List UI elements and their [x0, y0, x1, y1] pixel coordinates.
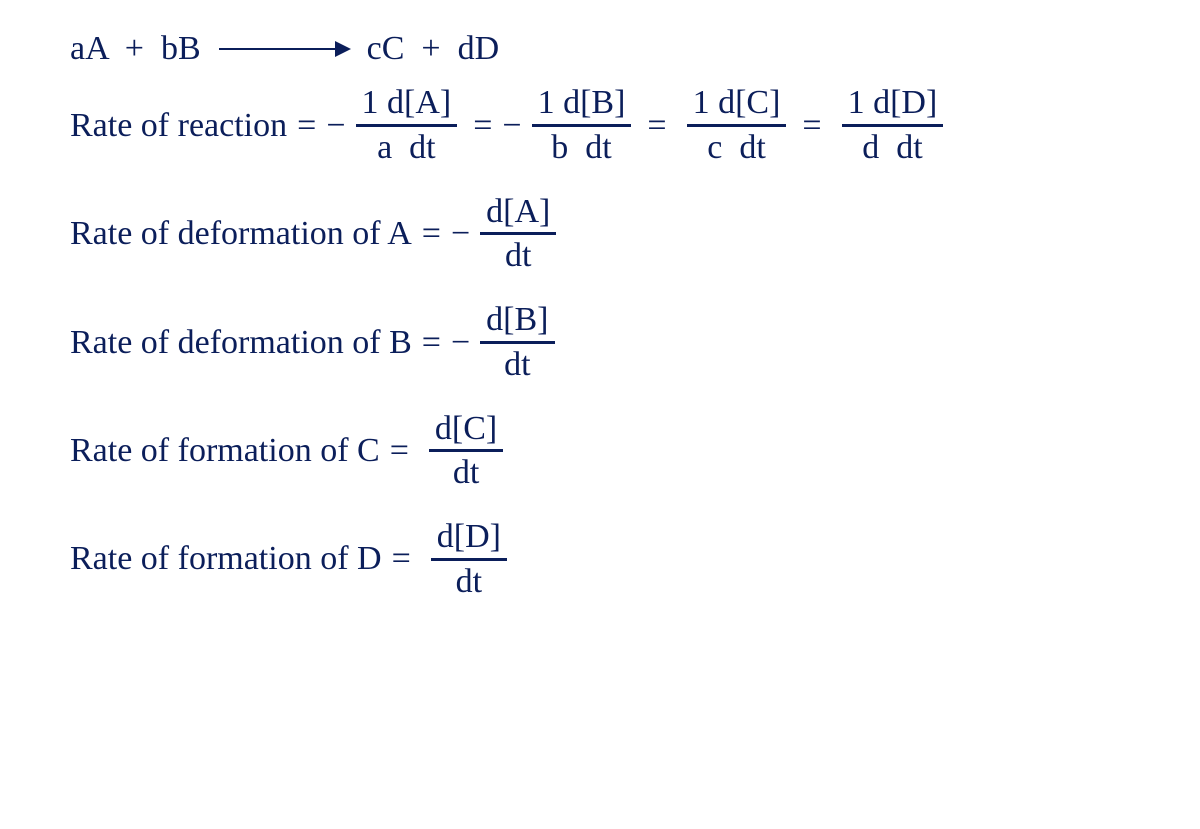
fraction-bar	[532, 124, 632, 127]
line-sign: −	[451, 215, 470, 252]
term-a-fraction: 1 d[A] a dt	[356, 85, 458, 165]
term-b-sign: −	[502, 107, 521, 144]
term-a-den: a dt	[371, 130, 442, 166]
line-label: Rate of formation of C	[70, 432, 380, 469]
equals-sign: =	[473, 107, 492, 144]
line-fraction: d[A] dt	[480, 194, 556, 274]
line-den: dt	[450, 564, 488, 600]
term-d-fraction: 1 d[D] d dt	[842, 85, 944, 165]
rate-label: Rate of reaction	[70, 107, 287, 144]
rate-deformation-b: Rate of deformation of B = − d[B] dt	[70, 302, 1140, 382]
reaction-equation: aA + bB cC + dD	[70, 30, 1140, 67]
fraction-bar	[480, 232, 556, 235]
term-c-den: c dt	[701, 130, 772, 166]
line-label: Rate of formation of D	[70, 540, 382, 577]
line-fraction: d[D] dt	[431, 519, 507, 599]
fraction-bar	[842, 124, 944, 127]
term-d-num: 1 d[D]	[842, 85, 944, 121]
term-b-den: b dt	[545, 130, 617, 166]
term-a-num: 1 d[A]	[356, 85, 458, 121]
term-c-fraction: 1 d[C] c dt	[687, 85, 787, 165]
equals-sign: =	[422, 215, 441, 252]
line-num: d[A]	[480, 194, 556, 230]
term-c-num: 1 d[C]	[687, 85, 787, 121]
rate-formation-d: Rate of formation of D = d[D] dt	[70, 519, 1140, 599]
term-a-sign: −	[326, 107, 345, 144]
line-num: d[B]	[480, 302, 554, 338]
fraction-bar	[431, 558, 507, 561]
line-sign: −	[451, 324, 470, 361]
line-den: dt	[498, 347, 536, 383]
equals-sign: =	[392, 540, 411, 577]
fraction-bar	[687, 124, 787, 127]
rate-formation-c: Rate of formation of C = d[C] dt	[70, 411, 1140, 491]
equals-sign: =	[422, 324, 441, 361]
equals-sign: =	[297, 107, 316, 144]
rate-deformation-a: Rate of deformation of A = − d[A] dt	[70, 194, 1140, 274]
reaction-rhs: cC + dD	[367, 30, 500, 67]
line-label: Rate of deformation of A	[70, 215, 412, 252]
rate-of-reaction-line: Rate of reaction = − 1 d[A] a dt = − 1 d…	[70, 85, 1140, 165]
line-den: dt	[499, 238, 537, 274]
fraction-bar	[429, 449, 503, 452]
line-fraction: d[B] dt	[480, 302, 554, 382]
equals-sign: =	[390, 432, 409, 469]
reaction-lhs: aA + bB	[70, 30, 201, 67]
reaction-arrow	[219, 48, 349, 50]
fraction-bar	[356, 124, 458, 127]
line-num: d[D]	[431, 519, 507, 555]
line-fraction: d[C] dt	[429, 411, 503, 491]
handwritten-notes: aA + bB cC + dD Rate of reaction = − 1 d…	[0, 0, 1200, 829]
line-den: dt	[447, 455, 485, 491]
term-d-den: d dt	[856, 130, 928, 166]
fraction-bar	[480, 341, 554, 344]
equals-sign: =	[802, 107, 821, 144]
term-b-num: 1 d[B]	[532, 85, 632, 121]
term-b-fraction: 1 d[B] b dt	[532, 85, 632, 165]
line-num: d[C]	[429, 411, 503, 447]
equals-sign: =	[647, 107, 666, 144]
line-label: Rate of deformation of B	[70, 324, 412, 361]
